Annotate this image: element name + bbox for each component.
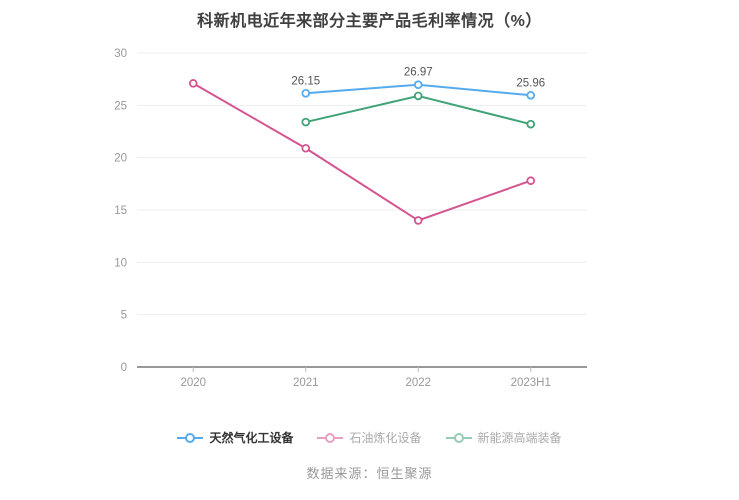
legend-line-icon: [177, 433, 204, 443]
data-point[interactable]: [526, 176, 536, 185]
y-axis-tick-label: 20: [114, 153, 127, 165]
x-axis-tick-label: 2021: [293, 377, 319, 389]
data-point[interactable]: [413, 216, 423, 225]
legend-line-icon: [445, 433, 472, 443]
legend-label: 石油炼化设备: [349, 431, 422, 445]
chart-title: 科新机电近年来部分主要产品毛利率情况（%）: [197, 13, 542, 30]
legend-line-icon: [317, 433, 344, 443]
data-point[interactable]: [301, 117, 311, 127]
data-point-label: 26.97: [404, 67, 433, 79]
legend-item-3[interactable]: 新能源高端装备: [445, 431, 562, 445]
legend-item-2[interactable]: 石油炼化设备: [317, 431, 422, 445]
y-axis-tick-label: 30: [114, 48, 127, 60]
legend-label: 新能源高端装备: [477, 431, 562, 445]
data-point[interactable]: [413, 80, 423, 90]
y-axis-tick-label: 0: [121, 362, 127, 374]
x-axis-tick-label: 2022: [405, 377, 431, 389]
data-point[interactable]: [526, 90, 536, 100]
x-axis-tick-label: 2020: [180, 377, 206, 389]
legend-label: 天然气化工设备: [209, 431, 294, 445]
data-point[interactable]: [413, 91, 423, 101]
data-point-label: 25.96: [516, 77, 545, 89]
x-axis-tick-label: 2023H1: [511, 377, 551, 389]
y-axis-tick-label: 15: [114, 205, 127, 217]
y-axis-tick-label: 5: [121, 310, 127, 322]
y-axis-tick-label: 10: [114, 257, 127, 269]
legend-item-1[interactable]: 天然气化工设备: [177, 431, 293, 445]
data-point[interactable]: [188, 79, 198, 88]
legend: 天然气化工设备 石油炼化设备 新能源高端装备: [0, 430, 739, 446]
data-source-note: 数据来源：恒生聚源: [306, 466, 433, 481]
data-point[interactable]: [526, 119, 536, 129]
y-axis-tick-label: 25: [114, 100, 127, 112]
data-point-label: 26.15: [291, 75, 320, 87]
data-point[interactable]: [301, 143, 311, 153]
data-point[interactable]: [301, 88, 311, 98]
series-line-2: [192, 82, 532, 222]
